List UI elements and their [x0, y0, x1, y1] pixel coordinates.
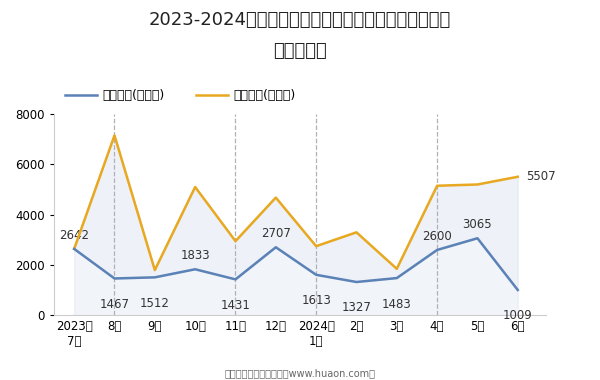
进口总额(万美元) [313, 244, 320, 249]
出口总额(万美元) [474, 236, 481, 241]
Text: 2642: 2642 [59, 229, 89, 242]
Text: 制图：华经产业研究院（www.huaon.com）: 制图：华经产业研究院（www.huaon.com） [224, 368, 376, 378]
出口总额(万美元) [272, 245, 280, 250]
出口总额(万美元) [313, 272, 320, 277]
Text: 2707: 2707 [261, 227, 291, 240]
进口总额(万美元) [474, 182, 481, 187]
Line: 进口总额(万美元): 进口总额(万美元) [74, 135, 518, 270]
出口总额(万美元) [232, 277, 239, 282]
出口总额(万美元) [111, 276, 118, 281]
Legend: 出口总额(万美元), 进口总额(万美元): 出口总额(万美元), 进口总额(万美元) [60, 84, 301, 107]
Text: 1613: 1613 [301, 294, 331, 307]
Text: 1483: 1483 [382, 298, 412, 310]
进口总额(万美元) [393, 266, 400, 271]
Text: 5507: 5507 [526, 170, 556, 183]
出口总额(万美元) [151, 275, 158, 280]
Text: 进、出口额: 进、出口额 [273, 42, 327, 60]
Text: 1467: 1467 [100, 298, 130, 311]
进口总额(万美元) [434, 184, 441, 188]
进口总额(万美元) [514, 174, 521, 179]
进口总额(万美元) [111, 133, 118, 138]
Text: 2600: 2600 [422, 230, 452, 243]
Line: 出口总额(万美元): 出口总额(万美元) [74, 238, 518, 290]
进口总额(万美元) [71, 247, 78, 251]
Text: 1512: 1512 [140, 297, 170, 310]
Text: 3065: 3065 [463, 218, 492, 231]
Text: 1431: 1431 [221, 299, 250, 312]
进口总额(万美元) [191, 185, 199, 189]
出口总额(万美元) [393, 276, 400, 280]
出口总额(万美元) [353, 280, 360, 284]
Text: 1833: 1833 [181, 249, 210, 262]
进口总额(万美元) [353, 230, 360, 234]
出口总额(万美元) [71, 247, 78, 251]
进口总额(万美元) [151, 268, 158, 272]
出口总额(万美元) [514, 288, 521, 292]
出口总额(万美元) [434, 248, 441, 252]
Text: 1327: 1327 [341, 301, 371, 314]
Text: 2023-2024年池州经济技术开发区商品收发货人所在地: 2023-2024年池州经济技术开发区商品收发货人所在地 [149, 11, 451, 29]
Text: 1009: 1009 [503, 309, 533, 323]
进口总额(万美元) [272, 195, 280, 200]
进口总额(万美元) [232, 239, 239, 244]
出口总额(万美元) [191, 267, 199, 272]
